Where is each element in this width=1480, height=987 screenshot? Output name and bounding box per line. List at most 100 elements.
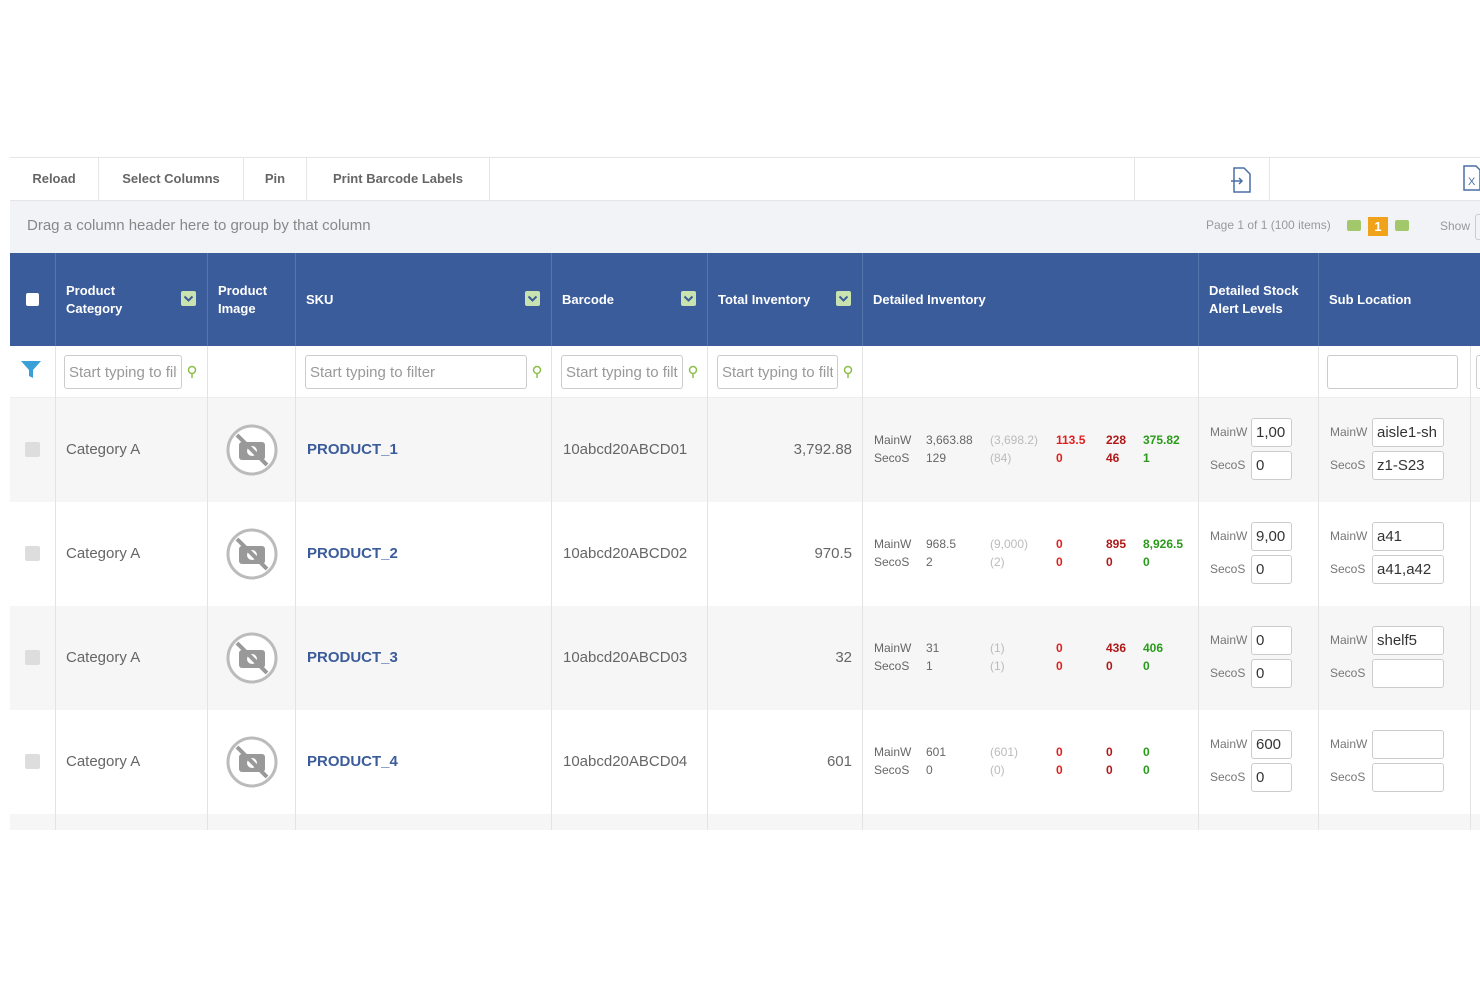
column-divider bbox=[1318, 253, 1319, 346]
toolbar-button[interactable]: Print Barcode Labels bbox=[307, 158, 490, 200]
sublocation-input[interactable] bbox=[1372, 555, 1444, 584]
column-divider bbox=[55, 253, 56, 346]
inventory-value: 0 bbox=[1106, 555, 1113, 569]
sublocation-input[interactable] bbox=[1372, 730, 1444, 759]
alert-input[interactable] bbox=[1251, 522, 1292, 551]
category-cell: Category A bbox=[66, 753, 141, 770]
inventory-value: 0 bbox=[1106, 659, 1113, 673]
alert-input[interactable] bbox=[1251, 626, 1292, 655]
sku-link[interactable]: PRODUCT_2 bbox=[307, 545, 398, 562]
alert-label: MainW bbox=[1210, 425, 1248, 439]
sublocation-label: SecoS bbox=[1330, 562, 1366, 576]
sublocation-input[interactable] bbox=[1372, 418, 1444, 447]
column-header-text: Detailed Stock Alert Levels bbox=[1209, 282, 1299, 316]
image-placeholder-svg bbox=[226, 424, 278, 476]
toolbar-button[interactable]: Reload bbox=[10, 158, 99, 200]
inventory-value: (1) bbox=[990, 659, 1005, 673]
export-icon bbox=[1228, 166, 1254, 194]
sublocation-input[interactable] bbox=[1372, 763, 1444, 792]
filter-pin-svg bbox=[187, 365, 197, 378]
alert-input[interactable] bbox=[1251, 555, 1292, 584]
column-header[interactable]: Product Category bbox=[66, 253, 146, 346]
row-checkbox[interactable] bbox=[25, 754, 40, 769]
row-checkbox[interactable] bbox=[25, 650, 40, 665]
pager-next[interactable] bbox=[1395, 220, 1409, 231]
toolbar bbox=[10, 157, 1480, 201]
alert-input[interactable] bbox=[1251, 730, 1292, 759]
inventory-value: 0 bbox=[926, 763, 933, 777]
cell-divider bbox=[1198, 346, 1199, 830]
column-header-text: Detailed Inventory bbox=[873, 291, 986, 307]
sku-link[interactable]: PRODUCT_4 bbox=[307, 753, 398, 770]
column-divider bbox=[207, 253, 208, 346]
pager-prev[interactable] bbox=[1347, 220, 1361, 231]
alert-input[interactable] bbox=[1251, 451, 1292, 480]
alert-input[interactable] bbox=[1251, 763, 1292, 792]
column-header-text: SKU bbox=[306, 291, 334, 307]
filter-input[interactable] bbox=[717, 355, 838, 389]
sku-link[interactable]: PRODUCT_1 bbox=[307, 441, 398, 458]
alert-label: MainW bbox=[1210, 737, 1248, 751]
sublocation-label: SecoS bbox=[1330, 666, 1366, 680]
sublocation-input[interactable] bbox=[1372, 659, 1444, 688]
inventory-value: 1 bbox=[1143, 451, 1150, 465]
cell-divider bbox=[295, 346, 296, 830]
sublocation-input[interactable] bbox=[1372, 522, 1444, 551]
column-header-text: Sub Location bbox=[1329, 291, 1412, 307]
inventory-value: 0 bbox=[1143, 745, 1150, 759]
sublocation-input[interactable] bbox=[1372, 451, 1444, 480]
filter-pin-svg bbox=[843, 365, 853, 378]
column-header[interactable]: Detailed Inventory bbox=[873, 253, 1073, 346]
toolbar-button[interactable]: Select Columns bbox=[99, 158, 244, 200]
column-header[interactable]: Sub Location bbox=[1329, 253, 1449, 346]
alert-input[interactable] bbox=[1251, 418, 1292, 447]
alert-label: MainW bbox=[1210, 529, 1248, 543]
inventory-value: 0 bbox=[1056, 763, 1063, 777]
pager-current[interactable]: 1 bbox=[1368, 217, 1388, 236]
location-label: SecoS bbox=[874, 659, 910, 673]
location-label: MainW bbox=[874, 745, 912, 759]
inventory-value: 0 bbox=[1143, 763, 1150, 777]
inventory-value: 406 bbox=[1143, 641, 1164, 655]
column-header[interactable]: Detailed Stock Alert Levels bbox=[1209, 253, 1299, 346]
image-placeholder bbox=[225, 423, 279, 477]
header-row bbox=[10, 253, 1480, 346]
sku-link[interactable]: PRODUCT_3 bbox=[307, 649, 398, 666]
row-checkbox[interactable] bbox=[25, 546, 40, 561]
filter-input[interactable] bbox=[305, 355, 527, 389]
cell-divider bbox=[55, 346, 56, 830]
inventory-value: 0 bbox=[1106, 763, 1113, 777]
table-row bbox=[10, 814, 1480, 830]
row-checkbox[interactable] bbox=[25, 442, 40, 457]
group-hint: Drag a column header here to group by th… bbox=[27, 217, 371, 234]
filter-input[interactable] bbox=[1327, 355, 1458, 389]
alert-label: SecoS bbox=[1210, 666, 1246, 680]
barcode-cell: 10abcd20ABCD04 bbox=[563, 753, 688, 770]
toolbar-button[interactable]: Pin bbox=[244, 158, 307, 200]
total-cell: 601 bbox=[826, 753, 852, 770]
alert-input[interactable] bbox=[1251, 659, 1292, 688]
filter-icon-svg bbox=[21, 361, 41, 378]
filter-input[interactable] bbox=[561, 355, 683, 389]
cell-divider bbox=[1318, 346, 1319, 830]
column-header[interactable]: Barcode bbox=[562, 253, 682, 346]
location-label: MainW bbox=[874, 433, 912, 447]
export-icon-svg bbox=[1231, 167, 1251, 193]
column-header[interactable]: Product Image bbox=[218, 253, 288, 346]
inventory-value: (2) bbox=[990, 555, 1005, 569]
cell-divider bbox=[207, 346, 208, 830]
column-header[interactable]: SKU bbox=[306, 253, 506, 346]
filter-input[interactable] bbox=[1476, 355, 1480, 389]
alert-label: SecoS bbox=[1210, 458, 1246, 472]
column-header[interactable]: Total Inventory bbox=[718, 253, 828, 346]
location-label: MainW bbox=[874, 537, 912, 551]
svg-text:X: X bbox=[1468, 176, 1476, 188]
inventory-value: (84) bbox=[990, 451, 1012, 465]
sublocation-input[interactable] bbox=[1372, 626, 1444, 655]
inventory-value: 0 bbox=[1143, 555, 1150, 569]
filter-input[interactable] bbox=[64, 355, 182, 389]
barcode-cell: 10abcd20ABCD03 bbox=[563, 649, 688, 666]
header-checkbox[interactable] bbox=[26, 293, 39, 306]
alert-label: SecoS bbox=[1210, 562, 1246, 576]
column-menu bbox=[836, 291, 851, 306]
